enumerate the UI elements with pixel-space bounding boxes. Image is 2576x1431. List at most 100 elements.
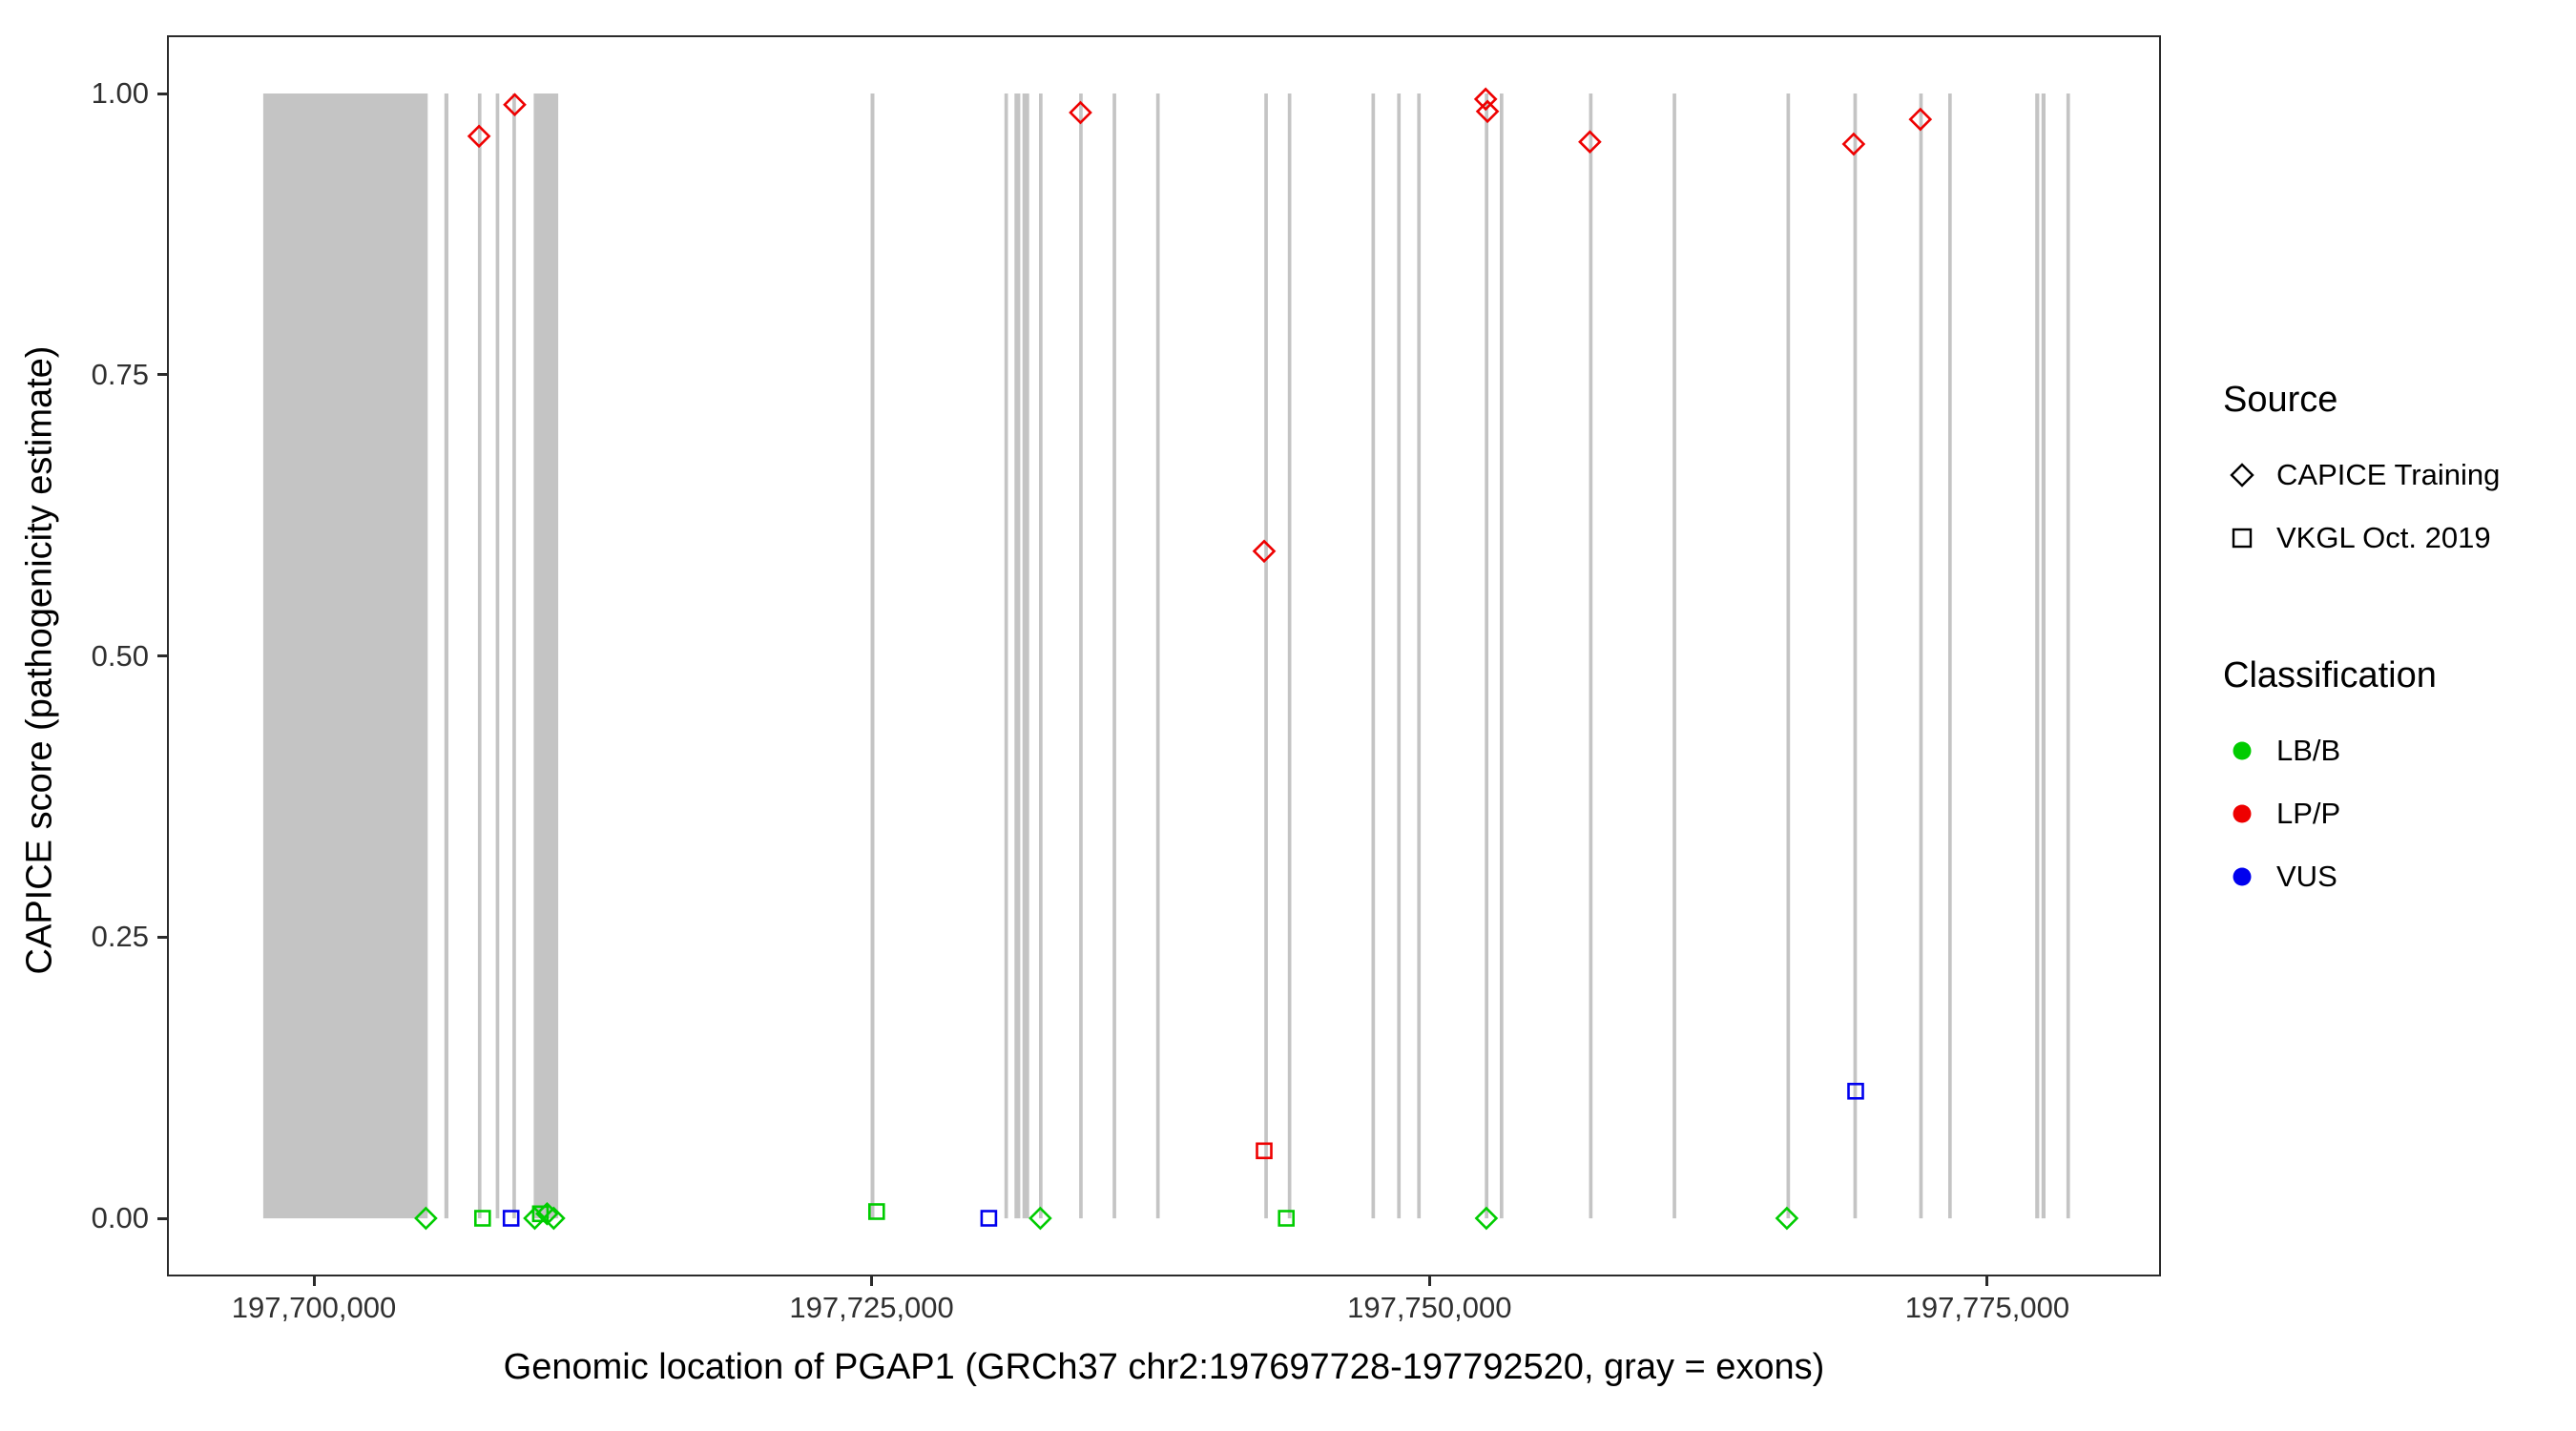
square-icon — [2232, 528, 2253, 549]
exon-band — [1919, 93, 1923, 1219]
x-tick-mark — [1985, 1276, 1989, 1286]
exon-band — [1853, 93, 1858, 1219]
legend-source-items: CAPICE Training VKGL Oct. 2019 — [2223, 444, 2500, 570]
y-tick-label: 0.25 — [91, 920, 149, 954]
exon-band — [1589, 93, 1593, 1219]
square-marker — [473, 1210, 491, 1227]
diamond-marker — [503, 93, 527, 117]
legend-item-label: LB/B — [2276, 734, 2341, 767]
circle-icon — [2233, 741, 2252, 760]
diamond-marker — [1775, 1206, 1799, 1231]
diamond-marker — [1475, 99, 1500, 124]
diamond-glyph — [2230, 463, 2254, 487]
diamond-marker — [535, 1201, 559, 1226]
y-tick-mark — [157, 92, 167, 95]
legend: Source CAPICE Training VKGL Oct. 2019 Cla… — [2223, 380, 2500, 908]
y-tick-mark — [157, 1216, 167, 1220]
exon-band — [2035, 93, 2040, 1219]
y-tick-mark — [157, 654, 167, 657]
square-marker — [980, 1210, 998, 1227]
diamond-marker — [467, 124, 491, 149]
exon-band — [1004, 93, 1008, 1219]
x-tick-label: 197,700,000 — [231, 1291, 397, 1324]
exon-band — [1155, 93, 1160, 1219]
diamond-icon — [2230, 463, 2254, 487]
exon-band — [1022, 93, 1029, 1219]
exon-band — [1079, 93, 1083, 1219]
legend-item-label: VUS — [2276, 860, 2337, 893]
exon-band — [512, 93, 516, 1219]
exon-band — [1287, 93, 1292, 1219]
y-tick-label: 0.75 — [91, 357, 149, 391]
exon-band — [477, 93, 482, 1219]
legend-group-classification: Classification LB/B LP/P VUS — [2223, 655, 2500, 908]
circle-icon — [2233, 804, 2252, 823]
exon-band — [1485, 93, 1488, 1219]
y-tick-mark — [157, 935, 167, 939]
exon-band — [2066, 93, 2070, 1219]
exon-band — [1672, 93, 1676, 1219]
circle-glyph — [2233, 741, 2252, 760]
exon-band — [870, 93, 875, 1219]
exon-band — [1500, 93, 1504, 1219]
exon-band — [1039, 93, 1043, 1219]
square-marker — [867, 1203, 885, 1220]
diamond-marker — [523, 1206, 547, 1231]
square-marker — [1278, 1210, 1295, 1227]
legend-item-vus: VUS — [2223, 845, 2500, 908]
legend-classification-title: Classification — [2223, 655, 2437, 695]
diamond-marker — [1069, 100, 1092, 125]
square-marker — [502, 1210, 520, 1227]
square-marker — [531, 1205, 550, 1223]
exon-band — [444, 93, 448, 1219]
legend-classification-items: LB/B LP/P VUS — [2223, 719, 2500, 908]
diamond-marker — [414, 1206, 438, 1231]
exon-band — [1014, 93, 1021, 1219]
x-axis-title: Genomic location of PGAP1 (GRCh37 chr2:1… — [503, 1347, 1825, 1387]
plot-canvas — [262, 87, 2070, 1231]
circle-glyph — [2233, 867, 2252, 886]
diamond-marker — [1908, 107, 1933, 132]
square-marker — [1847, 1083, 1864, 1100]
exon-band — [495, 93, 500, 1219]
exon-band — [1948, 93, 1952, 1219]
legend-item-label: VKGL Oct. 2019 — [2276, 521, 2491, 554]
legend-source-title: Source — [2223, 380, 2338, 420]
circle-icon — [2233, 867, 2252, 886]
x-tick-mark — [1427, 1276, 1431, 1286]
exon-band — [1786, 93, 1791, 1219]
diamond-marker — [1252, 539, 1277, 564]
exon-band — [2041, 93, 2046, 1219]
y-tick-label: 0.50 — [91, 638, 149, 673]
legend-item-label: CAPICE Training — [2276, 458, 2501, 491]
exon-band — [1264, 93, 1268, 1219]
x-tick-label: 197,725,000 — [789, 1291, 954, 1324]
circle-glyph — [2233, 804, 2252, 823]
plot-panel — [167, 35, 2161, 1276]
x-tick-mark — [312, 1276, 316, 1286]
y-tick-label: 1.00 — [91, 76, 149, 110]
square-marker — [1256, 1142, 1273, 1160]
x-tick-label: 197,775,000 — [1904, 1291, 2070, 1324]
exon-band — [1417, 93, 1422, 1219]
y-tick-label: 0.00 — [91, 1201, 149, 1234]
exon-band — [1112, 93, 1116, 1219]
exon-band — [533, 93, 559, 1219]
legend-item-capice-training: CAPICE Training — [2223, 444, 2500, 507]
legend-group-source: Source CAPICE Training VKGL Oct. 2019 — [2223, 380, 2500, 570]
diamond-marker — [1841, 132, 1866, 156]
x-tick-mark — [870, 1276, 874, 1286]
exon-band — [1397, 93, 1402, 1219]
diamond-marker — [1474, 1206, 1499, 1231]
x-tick-label: 197,750,000 — [1347, 1291, 1512, 1324]
diamond-marker — [1578, 130, 1602, 155]
legend-item-lb-b: LB/B — [2223, 719, 2500, 782]
diamond-marker — [1028, 1206, 1052, 1231]
legend-item-lp-p: LP/P — [2223, 782, 2500, 845]
legend-item-vkgl-oct-2019: VKGL Oct. 2019 — [2223, 507, 2500, 570]
square-glyph — [2232, 528, 2253, 549]
exon-band — [1371, 93, 1376, 1219]
legend-item-label: LP/P — [2276, 797, 2341, 830]
diamond-marker — [1473, 87, 1498, 112]
